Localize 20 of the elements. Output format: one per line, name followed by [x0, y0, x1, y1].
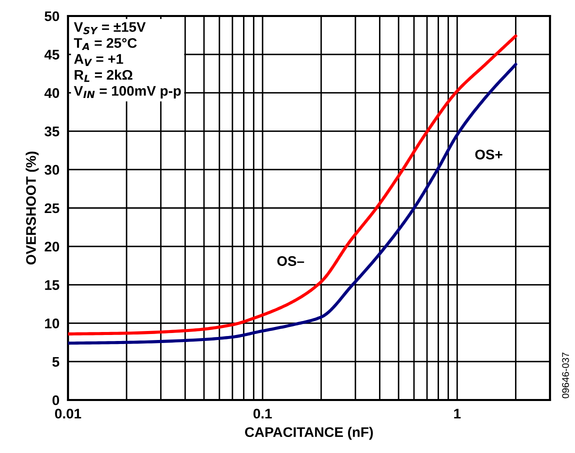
y-tick-label: 0	[52, 395, 60, 406]
series-label: OS–	[277, 256, 304, 266]
y-tick-label: 5	[52, 357, 60, 367]
series-label: OS+	[475, 150, 502, 160]
text: 09646-037	[562, 352, 569, 398]
y-tick-label: 45	[44, 50, 60, 60]
y-tick-label: 35	[44, 126, 60, 136]
x-tick-label: 0.01	[55, 408, 82, 419]
y-tick-label: 10	[45, 318, 60, 328]
x-axis-title: CAPACITANCE (nF)	[245, 426, 373, 440]
y-tick-label: 25	[44, 203, 60, 214]
y-tick-label: 50	[44, 11, 60, 22]
y-tick-label: 20	[44, 242, 60, 252]
x-tick-label: 0.1	[253, 408, 272, 419]
y-tick-label: 15	[45, 280, 60, 290]
x-tick-label: 1	[454, 408, 461, 418]
text: V$_{SY}$ = ±15V T$_{A}$ = 25°C A$_{V}$ = +1 R$_{L}$ = 2kΩ V$_{IN}$ = 100mV p-p	[74, 22, 181, 99]
y-axis-title: OVERSHOOT (%)	[26, 152, 39, 265]
y-tick-label: 30	[44, 164, 60, 175]
y-tick-label: 40	[44, 88, 60, 98]
